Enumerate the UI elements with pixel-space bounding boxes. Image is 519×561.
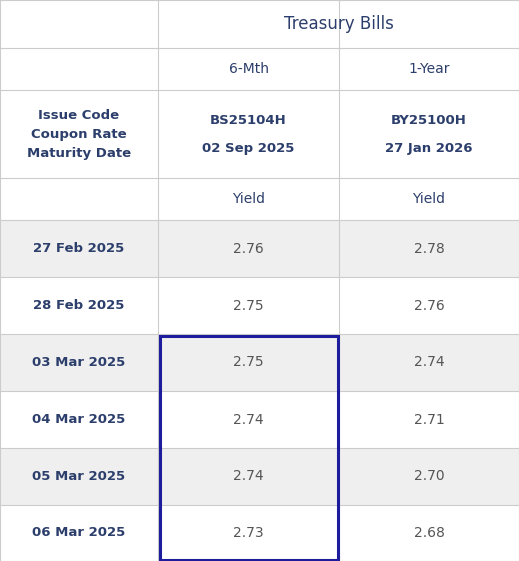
Text: 2.75: 2.75 (233, 298, 264, 312)
Text: 05 Mar 2025: 05 Mar 2025 (32, 470, 126, 483)
Bar (0, 90, 519, 178)
Text: 2.73: 2.73 (233, 526, 264, 540)
Text: 06 Mar 2025: 06 Mar 2025 (32, 527, 126, 540)
Text: 03 Mar 2025: 03 Mar 2025 (32, 356, 126, 369)
Bar (0, 0, 519, 48)
Text: 2.70: 2.70 (414, 470, 444, 484)
Text: 2.74: 2.74 (233, 412, 264, 426)
Text: BS25104H: BS25104H (210, 113, 287, 126)
Text: Treasury Bills: Treasury Bills (283, 15, 393, 33)
Text: BY25100H: BY25100H (391, 113, 467, 126)
Text: 2.68: 2.68 (414, 526, 444, 540)
Bar (0, 178, 519, 220)
Text: 2.78: 2.78 (414, 241, 444, 255)
Text: Yield: Yield (413, 192, 445, 206)
Text: 2.71: 2.71 (414, 412, 444, 426)
Text: 27 Jan 2026: 27 Jan 2026 (385, 141, 473, 154)
Text: 2.75: 2.75 (233, 356, 264, 370)
Text: Yield: Yield (232, 192, 265, 206)
Bar (0, 448, 519, 505)
Text: 2.76: 2.76 (414, 298, 444, 312)
Text: 27 Feb 2025: 27 Feb 2025 (33, 242, 125, 255)
Text: 2.74: 2.74 (414, 356, 444, 370)
Bar (0, 48, 519, 90)
Text: 2.76: 2.76 (233, 241, 264, 255)
Text: 6-Mth: 6-Mth (228, 62, 268, 76)
Text: 1-Year: 1-Year (408, 62, 450, 76)
Text: 02 Sep 2025: 02 Sep 2025 (202, 141, 295, 154)
Bar (0, 220, 519, 277)
Bar (0, 277, 519, 334)
Bar (0, 334, 519, 391)
Bar (0, 505, 519, 561)
Bar (0, 391, 519, 448)
Text: 04 Mar 2025: 04 Mar 2025 (32, 413, 126, 426)
Bar (159, 335, 337, 559)
Text: 28 Feb 2025: 28 Feb 2025 (33, 299, 125, 312)
Text: 2.74: 2.74 (233, 470, 264, 484)
Text: Issue Code
Coupon Rate
Maturity Date: Issue Code Coupon Rate Maturity Date (27, 108, 131, 159)
